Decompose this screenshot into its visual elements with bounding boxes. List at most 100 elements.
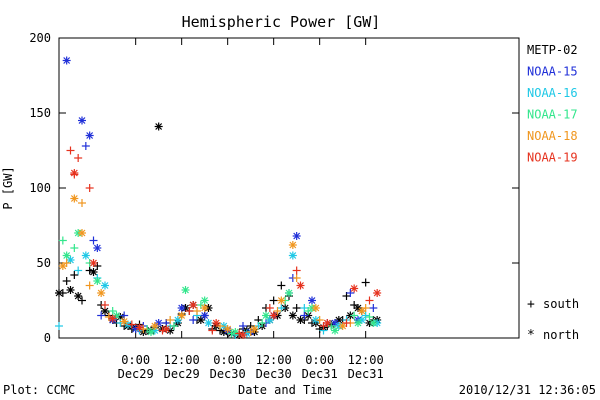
data-point-north [285,289,293,297]
data-point-north [97,289,106,297]
data-point-south [315,316,324,324]
data-point-north [108,314,117,323]
data-point-south [97,311,106,320]
legend-item: NOAA-18 [527,129,578,143]
x-axis: 0:00Dec2912:00Dec290:00Dec3012:00Dec300:… [118,38,384,381]
data-point-south [74,266,83,275]
legend-item: NOAA-19 [527,151,578,165]
data-point-north [296,316,305,324]
data-point-north [55,289,63,297]
data-point-north [162,325,171,333]
y-tick-label: 200 [29,31,51,45]
y-tick-label: 50 [37,256,51,270]
data-point-south [89,236,98,245]
data-point-south [62,277,71,285]
data-point-south [365,313,374,321]
y-tick-label: 100 [29,181,51,195]
data-point-north [89,268,98,276]
footer-timestamp: 2010/12/31 12:36:05 [459,383,596,397]
data-point-south [342,319,351,327]
data-point-south [127,320,136,329]
data-point-south [361,311,370,320]
x-tick-time-label: 12:00 [348,353,384,367]
hemisphere-key: + south * north [527,297,579,343]
data-point-south [239,322,247,330]
data-point-north [357,307,366,315]
data-point-south [189,316,198,324]
x-tick-date-label: Dec29 [118,367,154,381]
data-point-north [93,244,102,252]
x-tick-time-label: 0:00 [305,353,334,367]
data-point-north [177,304,186,312]
x-tick-date-label: Dec29 [164,367,200,381]
data-point-south [74,154,83,162]
data-point-north [288,311,297,320]
data-point-north [150,322,159,330]
data-point-north [70,169,79,177]
data-point-north [189,301,198,309]
data-point-north [81,251,90,260]
x-tick-date-label: Dec30 [210,367,246,381]
data-point-south [170,322,178,330]
data-point-north [354,319,362,327]
hemisphere-marker-south: + [527,297,535,312]
x-tick-time-label: 0:00 [213,353,242,367]
data-point-north [200,304,209,312]
data-point-south [70,271,79,279]
data-point-south [101,301,109,309]
data-point-north [269,311,278,320]
data-point-south [193,307,201,315]
x-tick-time-label: 12:00 [256,353,292,367]
x-tick-date-label: Dec30 [256,367,292,381]
data-point-south [78,199,86,207]
chart-title: Hemispheric Power [GW] [182,13,381,31]
data-point-north [288,251,297,260]
data-markers [55,56,382,339]
legend-item: METP-02 [527,43,578,57]
data-point-south [166,316,175,324]
data-point-north [62,56,71,65]
data-point-north [200,296,209,305]
data-point-north [223,325,232,333]
y-tick-label: 150 [29,106,51,120]
data-point-south [78,296,86,305]
data-point-north [181,286,190,294]
legend: METP-02 NOAA-15 NOAA-16 NOAA-17 NOAA-18 NOAA-… [527,43,578,165]
legend-item: NOAA-17 [527,108,578,122]
data-point-south [185,307,194,315]
data-point-north [147,328,155,336]
data-point-north [231,328,240,336]
data-point-north [250,325,259,333]
legend-item: NOAA-15 [527,65,578,79]
data-point-north [350,284,359,293]
data-point-north [177,311,186,320]
data-point-north [331,326,339,335]
data-point-south [85,281,94,290]
data-point-north [308,296,316,305]
data-point-north [78,116,86,125]
data-point-south [70,244,79,252]
footer-plot-credit: Plot: CCMC [3,383,75,397]
data-point-south [58,236,67,245]
x-axis-label: Date and Time [238,383,332,397]
hemisphere-label-south: south [543,297,579,311]
data-point-north [296,281,305,290]
data-point-north [212,319,221,327]
x-tick-date-label: Dec31 [348,367,384,381]
data-point-south [81,142,90,150]
data-point-south [277,281,286,290]
x-tick-time-label: 12:00 [164,353,200,367]
data-point-north [239,331,247,339]
data-point-north [292,232,301,240]
data-point-north [135,323,144,332]
data-point-south [265,304,274,312]
data-point-south [292,274,301,282]
data-point-south [258,319,267,327]
data-point-north [78,229,86,237]
data-point-south [292,266,301,275]
data-point-north [66,286,75,294]
data-point-north [262,311,270,320]
data-point-south [85,184,94,192]
data-point-north [311,304,320,312]
